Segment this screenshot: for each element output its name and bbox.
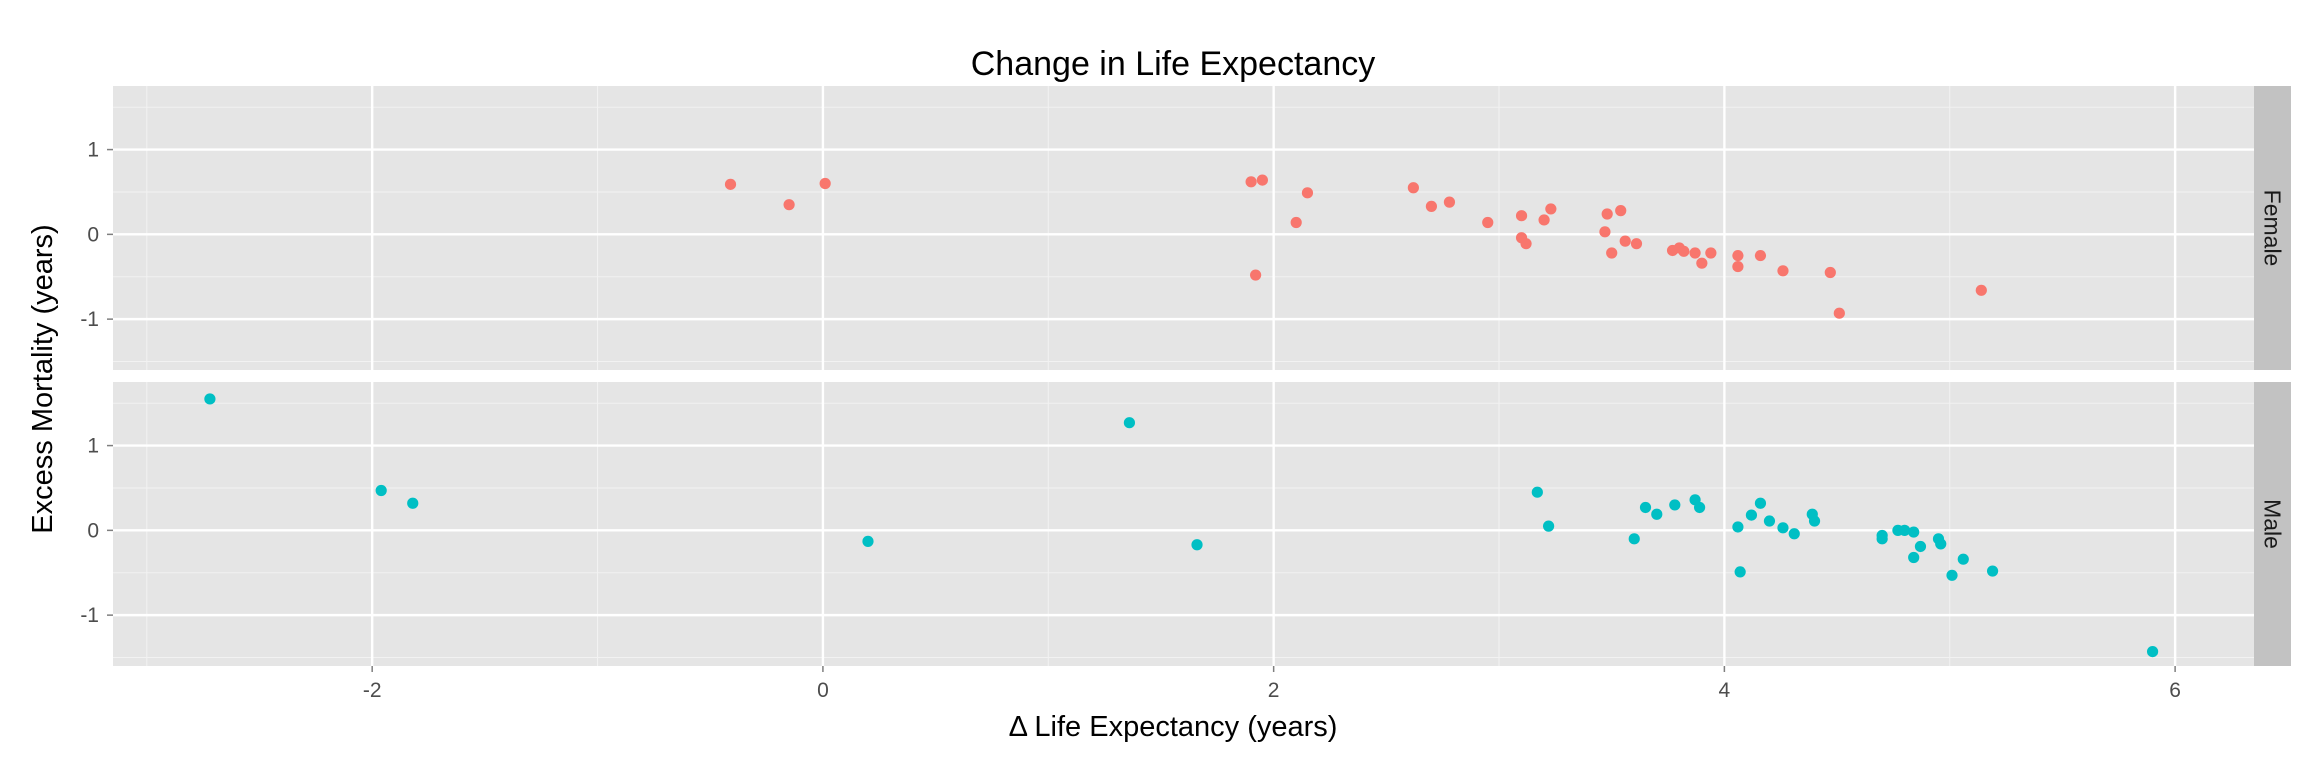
y-axis-title: Excess Mortality (years) xyxy=(27,224,59,533)
data-point-female xyxy=(1425,200,1438,212)
data-point-female xyxy=(1732,249,1744,262)
data-point-male xyxy=(1876,533,1888,545)
data-point-male xyxy=(204,393,216,405)
data-point-female xyxy=(1777,265,1789,277)
data-point-male xyxy=(1935,538,1947,550)
data-point-female xyxy=(1705,247,1717,259)
chart-title: Change in Life Expectancy xyxy=(971,45,1375,83)
data-point-female xyxy=(1482,216,1494,229)
y-tick-label: -1 xyxy=(80,604,99,627)
data-point-male xyxy=(1946,569,1958,581)
y-tick-label: 0 xyxy=(87,519,99,542)
data-point-male xyxy=(1777,522,1789,534)
data-point-male xyxy=(862,535,874,547)
data-point-female xyxy=(1443,196,1456,208)
y-tick-label: -1 xyxy=(80,308,99,331)
data-point-female xyxy=(1245,176,1257,188)
data-point-male xyxy=(1908,551,1920,564)
facet-strip xyxy=(2254,86,2291,370)
data-point-female xyxy=(1619,235,1631,247)
panel-female: -1 0 1 Female xyxy=(80,86,2291,370)
data-point-female xyxy=(1515,210,1528,222)
data-point-male xyxy=(1639,501,1652,514)
data-point-female xyxy=(1301,187,1314,199)
data-point-female xyxy=(1599,226,1611,238)
panels: -1 0 1 Female -1 0 1 Male xyxy=(80,86,2291,666)
data-point-male xyxy=(1745,509,1758,521)
y-tick-label: 0 xyxy=(87,223,99,246)
data-point-female xyxy=(1601,208,1613,220)
data-point-female xyxy=(1256,174,1268,186)
data-point-male xyxy=(1191,539,1203,551)
data-point-female xyxy=(1975,284,1987,296)
data-point-female xyxy=(1290,216,1302,229)
data-point-female xyxy=(1689,247,1701,259)
data-point-female xyxy=(1732,260,1744,273)
data-point-female xyxy=(1407,182,1419,194)
data-point-female xyxy=(1615,205,1627,217)
data-point-female xyxy=(1678,245,1690,257)
data-point-male xyxy=(375,484,387,497)
y-tick-label: 1 xyxy=(87,435,99,458)
data-point-female xyxy=(1606,247,1618,259)
data-point-male xyxy=(407,497,419,509)
data-point-male xyxy=(1788,528,1800,540)
facet-strip xyxy=(2254,382,2291,666)
data-point-female xyxy=(724,178,737,190)
x-tick-label: 4 xyxy=(1719,679,1731,702)
panel-background xyxy=(113,382,2254,666)
data-point-male xyxy=(1899,524,1911,536)
x-tick-label: 6 xyxy=(2169,679,2181,702)
data-point-female xyxy=(1754,249,1767,262)
data-point-female xyxy=(783,199,795,211)
data-point-female xyxy=(1538,214,1550,226)
data-point-male xyxy=(1669,499,1681,511)
data-point-male xyxy=(1914,540,1927,553)
x-tick-label: -2 xyxy=(363,679,382,702)
data-point-male xyxy=(1734,566,1746,578)
facet-strip-label: Female xyxy=(2260,190,2286,267)
data-point-female xyxy=(819,177,831,190)
data-point-female xyxy=(1545,203,1557,215)
data-point-male xyxy=(1651,508,1663,520)
data-point-male xyxy=(1531,486,1543,498)
x-tick-label: 0 xyxy=(817,679,829,702)
data-point-female xyxy=(1824,266,1836,279)
data-point-male xyxy=(1763,515,1776,527)
data-point-male xyxy=(2146,645,2159,658)
data-point-male xyxy=(1693,501,1706,514)
data-point-female xyxy=(1696,257,1708,269)
panel-male: -1 0 1 Male xyxy=(80,382,2291,666)
x-axis: -2 0 2 4 6 xyxy=(363,666,2181,702)
x-axis-title: Δ Life Expectancy (years) xyxy=(1009,711,1338,743)
data-point-male xyxy=(1628,533,1640,545)
data-point-male xyxy=(1542,520,1555,532)
data-point-male xyxy=(1957,553,1969,565)
facet-strip-label: Male xyxy=(2260,499,2286,549)
panel-background xyxy=(113,86,2254,370)
y-tick-label: 1 xyxy=(87,139,99,162)
data-point-male xyxy=(1732,521,1744,533)
data-point-male xyxy=(1908,526,1920,538)
data-point-female xyxy=(1520,238,1532,250)
data-point-male xyxy=(1123,417,1136,429)
data-point-male xyxy=(1986,565,1999,577)
data-point-female xyxy=(1630,238,1643,250)
data-point-female xyxy=(1833,307,1845,319)
data-point-female xyxy=(1250,269,1262,281)
x-tick-label: 2 xyxy=(1268,679,1280,702)
data-point-male xyxy=(1754,497,1767,509)
data-point-male xyxy=(1808,515,1821,527)
